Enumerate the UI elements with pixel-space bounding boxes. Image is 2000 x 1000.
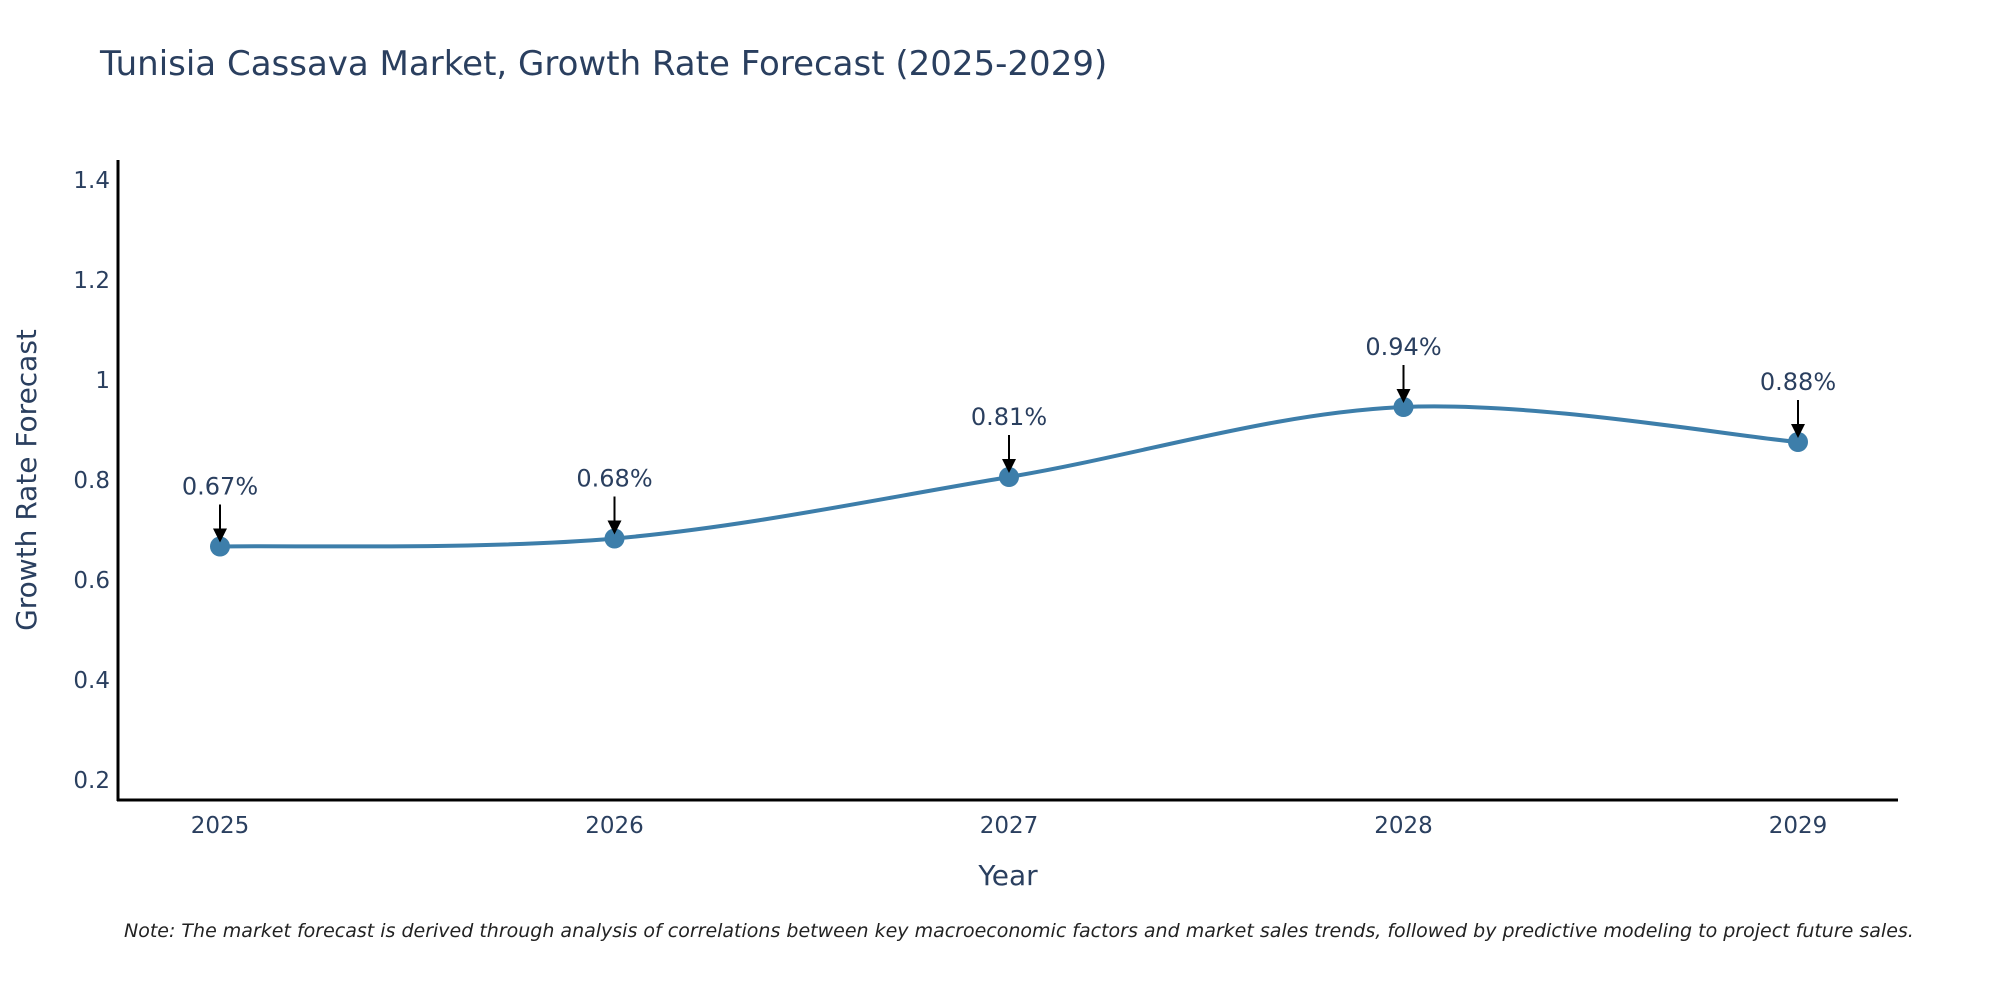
annotation-arrow-head bbox=[213, 528, 227, 543]
x-tick-label: 2029 bbox=[1769, 813, 1828, 839]
data-label: 0.94% bbox=[1365, 333, 1441, 361]
data-point[interactable] bbox=[604, 528, 625, 549]
data-point[interactable] bbox=[1788, 432, 1808, 452]
chart-title: Tunisia Cassava Market, Growth Rate Fore… bbox=[100, 44, 1108, 84]
data-label: 0.68% bbox=[576, 465, 652, 493]
y-tick-label: 0.2 bbox=[73, 768, 110, 794]
data-label: 0.67% bbox=[182, 473, 258, 501]
annotation-arrow-head bbox=[1791, 424, 1805, 438]
y-tick-label: 1.4 bbox=[73, 168, 110, 194]
x-tick-label: 2028 bbox=[1374, 813, 1433, 839]
x-axis-ticks: 2025 2026 2027 2028 2029 bbox=[191, 813, 1828, 839]
x-tick-label: 2027 bbox=[980, 813, 1039, 839]
data-point[interactable] bbox=[999, 467, 1019, 487]
y-tick-label: 1 bbox=[95, 368, 110, 394]
annotation-arrow-head bbox=[607, 520, 622, 535]
data-points bbox=[210, 397, 1808, 557]
axes bbox=[116, 160, 1898, 802]
y-axis-ticks: 0.2 0.4 0.6 0.8 1 1.2 1.4 bbox=[73, 168, 110, 794]
x-axis-title: Year bbox=[977, 859, 1038, 892]
y-axis-title: Growth Rate Forecast bbox=[10, 329, 43, 631]
annotation-arrow-head bbox=[1396, 389, 1411, 403]
data-point[interactable] bbox=[1393, 397, 1414, 417]
data-label: 0.88% bbox=[1760, 368, 1836, 396]
x-tick-label: 2025 bbox=[191, 813, 250, 839]
data-point[interactable] bbox=[210, 536, 230, 557]
annotation-arrow-head bbox=[1002, 459, 1016, 473]
data-label: 0.81% bbox=[971, 403, 1047, 431]
y-tick-label: 0.4 bbox=[73, 668, 110, 694]
data-labels: 0.67% 0.68% 0.81% 0.94% 0.88% bbox=[182, 333, 1836, 543]
y-tick-label: 1.2 bbox=[73, 268, 110, 294]
y-tick-label: 0.8 bbox=[73, 468, 110, 494]
y-tick-label: 0.6 bbox=[73, 568, 110, 594]
x-tick-label: 2026 bbox=[585, 813, 644, 839]
chart-note: Note: The market forecast is derived thr… bbox=[124, 920, 1914, 942]
